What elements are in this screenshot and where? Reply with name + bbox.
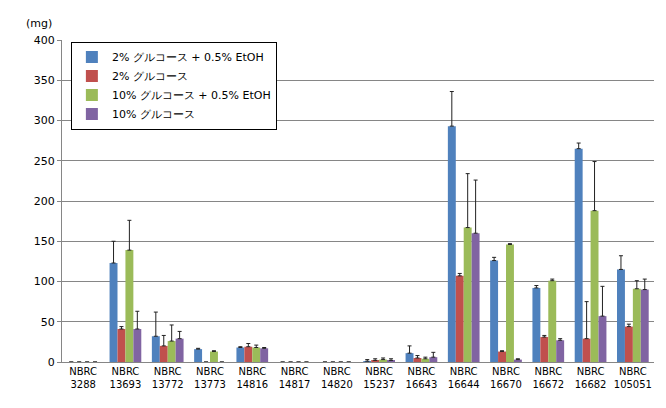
svg-text:NBRC15237: NBRC15237: [363, 366, 395, 390]
svg-text:200: 200: [34, 195, 55, 208]
svg-text:NBRC14817: NBRC14817: [279, 366, 311, 390]
svg-text:NBRC105051: NBRC105051: [614, 366, 652, 390]
svg-text:NBRC3288: NBRC3288: [69, 366, 97, 390]
svg-text:NBRC14816: NBRC14816: [236, 366, 268, 390]
svg-text:NBRC13773: NBRC13773: [194, 366, 226, 390]
svg-text:NBRC16643: NBRC16643: [406, 366, 438, 390]
svg-text:NBRC16682: NBRC16682: [575, 366, 607, 390]
svg-text:10% グルコース + 0.5% EtOH: 10% グルコース + 0.5% EtOH: [112, 89, 271, 102]
svg-text:350: 350: [34, 74, 55, 87]
svg-text:(mg): (mg): [26, 17, 52, 30]
svg-text:10% グルコース: 10% グルコース: [112, 108, 195, 121]
svg-text:50: 50: [41, 316, 55, 329]
svg-text:NBRC16644: NBRC16644: [448, 366, 480, 390]
svg-text:400: 400: [34, 34, 55, 47]
svg-text:0: 0: [48, 356, 55, 369]
svg-text:150: 150: [34, 235, 55, 248]
svg-text:NBRC13693: NBRC13693: [110, 366, 142, 390]
svg-text:NBRC16670: NBRC16670: [490, 366, 522, 390]
svg-text:2% グルコース + 0.5% EtOH: 2% グルコース + 0.5% EtOH: [112, 51, 264, 64]
svg-text:NBRC16672: NBRC16672: [532, 366, 564, 390]
svg-text:2% グルコース: 2% グルコース: [112, 70, 188, 83]
svg-text:250: 250: [34, 155, 55, 168]
svg-text:NBRC13772: NBRC13772: [152, 366, 184, 390]
svg-text:100: 100: [34, 275, 55, 288]
svg-text:NBRC14820: NBRC14820: [321, 366, 353, 390]
svg-text:300: 300: [34, 114, 55, 127]
